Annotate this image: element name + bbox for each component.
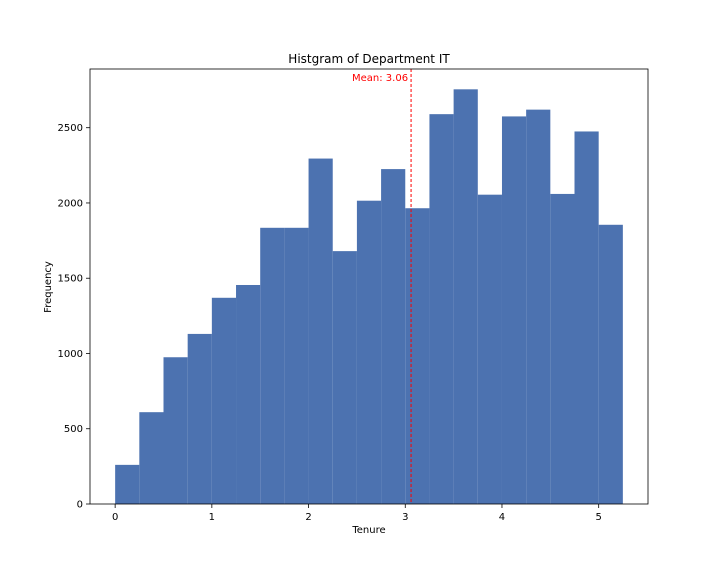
y-tick-label: 500 — [64, 424, 83, 435]
histogram-bar-6 — [260, 227, 285, 504]
x-axis-ticks: 0 1 2 3 4 5 — [112, 504, 602, 523]
histogram-bar-19 — [574, 131, 599, 504]
histogram-bar-0 — [115, 464, 140, 504]
mean-marker: Mean: 3.06 — [352, 69, 412, 504]
histogram-bar-16 — [501, 116, 527, 504]
y-axis-ticks: 0 500 1000 1500 2000 2500 — [58, 123, 90, 511]
y-tick-label: 1000 — [58, 349, 83, 360]
histogram-bar-14 — [453, 89, 478, 504]
chart-title: Histgram of Department IT — [288, 52, 450, 66]
histogram-bar-18 — [550, 193, 575, 505]
histogram-bar-17 — [526, 109, 551, 504]
x-tick-label: 4 — [499, 512, 505, 523]
x-tick-label: 2 — [305, 512, 311, 523]
histogram-bar-3 — [187, 333, 212, 504]
histogram-bar-1 — [139, 412, 164, 504]
y-tick-label: 2500 — [58, 123, 83, 134]
histogram-bar-20 — [598, 224, 623, 504]
histogram-bar-8 — [308, 158, 333, 504]
histogram-bar-12 — [405, 208, 430, 504]
y-tick-label: 1500 — [58, 274, 83, 285]
histogram-bar-2 — [163, 357, 188, 504]
histogram-bar-4 — [211, 297, 237, 504]
histogram-bar-11 — [381, 169, 406, 504]
x-tick-label: 5 — [595, 512, 601, 523]
y-axis-label: Frequency — [43, 261, 54, 313]
histogram-bar-10 — [356, 200, 382, 504]
x-tick-label: 0 — [112, 512, 118, 523]
histogram-bar-13 — [429, 114, 454, 505]
y-tick-label: 2000 — [58, 198, 83, 209]
x-axis-label: Tenure — [351, 525, 385, 536]
mean-label: Mean: 3.06 — [352, 73, 408, 84]
histogram-bar-7 — [284, 227, 309, 504]
x-tick-label: 3 — [402, 512, 408, 523]
histogram-bar-5 — [236, 284, 261, 504]
histogram-bar-15 — [477, 194, 502, 504]
axes-frame — [89, 68, 649, 505]
bars — [115, 89, 623, 505]
x-tick-label: 1 — [209, 512, 215, 523]
histogram-bar-9 — [332, 251, 357, 504]
y-tick-label: 0 — [77, 500, 83, 511]
